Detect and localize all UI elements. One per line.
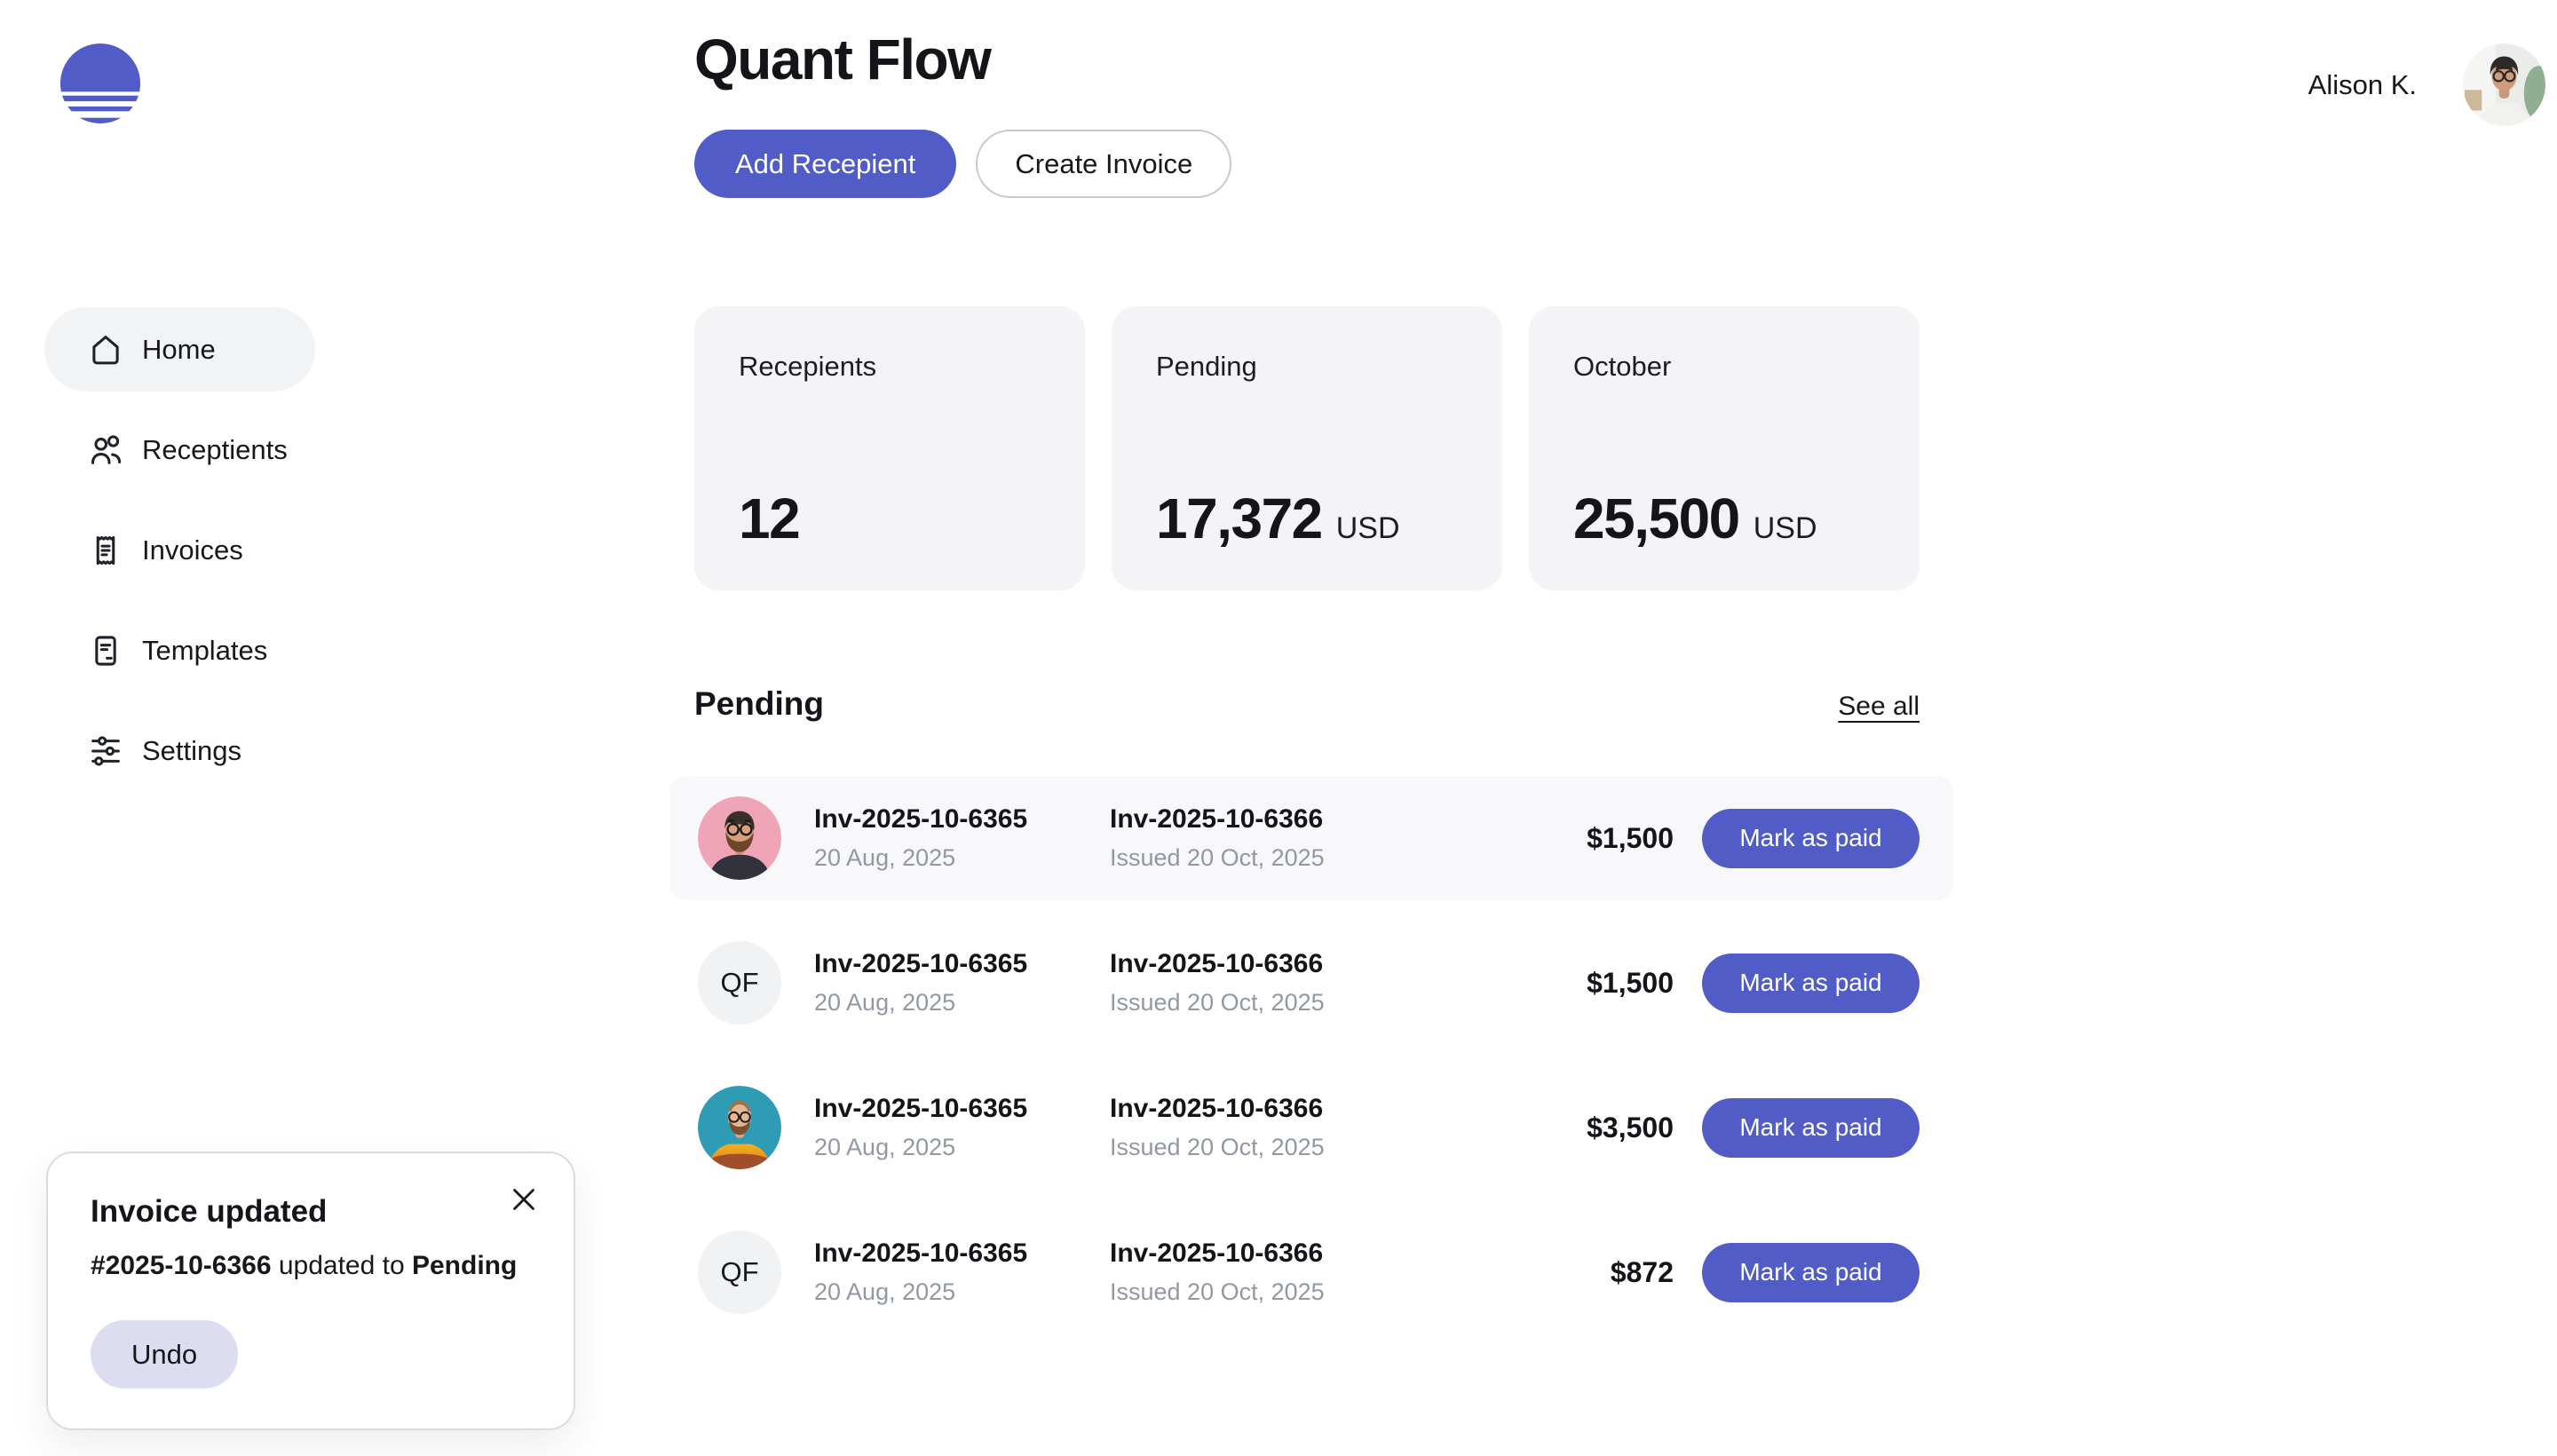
sidebar-item-settings[interactable]: Settings	[44, 708, 315, 793]
linked-invoice-number: Inv-2025-10-6366	[1110, 1238, 1324, 1268]
stat-card-value: 25,500	[1573, 487, 1740, 550]
create-invoice-button[interactable]: Create Invoice	[976, 130, 1232, 198]
invoice-row[interactable]: Inv-2025-10-6365 20 Aug, 2025 Inv-2025-1…	[669, 776, 1953, 900]
invoice-amount: $1,500	[1587, 966, 1674, 999]
see-all-link[interactable]: See all	[1838, 692, 1920, 721]
sliders-icon	[87, 732, 124, 770]
avatar-photo	[698, 1086, 781, 1169]
sidebar-item-invoices[interactable]: Invoices	[44, 508, 315, 592]
invoice-row[interactable]: QF Inv-2025-10-6365 20 Aug, 2025 Inv-202…	[669, 1210, 1953, 1334]
invoice-date: 20 Aug, 2025	[814, 844, 956, 871]
stat-card: Recepients 12	[694, 306, 1085, 590]
sidebar-item-label: Templates	[142, 634, 268, 666]
receipt-icon	[87, 532, 124, 569]
user-avatar[interactable]	[2463, 44, 2545, 126]
users-icon	[87, 431, 124, 469]
mark-as-paid-button[interactable]: Mark as paid	[1702, 1242, 1920, 1302]
sidebar-item-label: Invoices	[142, 534, 243, 566]
add-recipient-button[interactable]: Add Recepient	[694, 130, 957, 198]
issued-date: Issued 20 Oct, 2025	[1110, 989, 1325, 1016]
pending-invoice-list: Inv-2025-10-6365 20 Aug, 2025 Inv-2025-1…	[669, 776, 1953, 1355]
sidebar-item-label: Home	[142, 333, 216, 365]
pending-section-header: Pending See all	[694, 685, 1920, 723]
invoice-number: Inv-2025-10-6365	[814, 949, 1028, 978]
sidebar-item-templates[interactable]: Templates	[44, 608, 315, 692]
mark-as-paid-button[interactable]: Mark as paid	[1702, 953, 1920, 1013]
header-actions: Add Recepient Create Invoice	[694, 130, 1232, 198]
stat-cards: Recepients 12 Pending 17,372 USD October…	[694, 306, 1920, 590]
stat-card: Pending 17,372 USD	[1112, 306, 1502, 590]
sidebar-item-label: Settings	[142, 734, 242, 766]
page-title: Quant Flow	[694, 28, 992, 91]
stat-card-unit: USD	[1335, 511, 1400, 545]
invoice-amount: $872	[1610, 1255, 1674, 1288]
avatar-initials: QF	[698, 1230, 781, 1314]
sidebar-item-receptients[interactable]: Receptients	[44, 408, 315, 492]
stat-card-label: Pending	[1156, 351, 1257, 382]
issued-date: Issued 20 Oct, 2025	[1110, 1134, 1325, 1160]
document-icon	[87, 632, 124, 669]
issued-date: Issued 20 Oct, 2025	[1110, 1278, 1325, 1305]
invoice-row[interactable]: Inv-2025-10-6365 20 Aug, 2025 Inv-2025-1…	[669, 1065, 1953, 1190]
toast-title: Invoice updated	[91, 1194, 328, 1229]
issued-date: Issued 20 Oct, 2025	[1110, 844, 1325, 871]
mark-as-paid-button[interactable]: Mark as paid	[1702, 808, 1920, 868]
close-icon[interactable]	[504, 1180, 543, 1219]
mark-as-paid-button[interactable]: Mark as paid	[1702, 1097, 1920, 1158]
linked-invoice-number: Inv-2025-10-6366	[1110, 1094, 1324, 1123]
invoice-number: Inv-2025-10-6365	[814, 1238, 1028, 1268]
toast-message-part: updated to	[271, 1251, 412, 1280]
invoice-date: 20 Aug, 2025	[814, 989, 956, 1016]
home-icon	[87, 331, 124, 368]
user-name: Alison K.	[2308, 68, 2417, 100]
invoice-number: Inv-2025-10-6365	[814, 804, 1028, 834]
toast-message-part: #2025-10-6366	[91, 1251, 272, 1280]
undo-button[interactable]: Undo	[91, 1320, 239, 1389]
app-logo sun-stripes-logo-icon[interactable]	[59, 42, 142, 125]
stat-card-value: 12	[739, 487, 801, 550]
linked-invoice-number: Inv-2025-10-6366	[1110, 949, 1324, 978]
toast-invoice-updated: Invoice updated #2025-10-6366 updated to…	[46, 1151, 575, 1430]
toast-message: #2025-10-6366 updated to Pending	[91, 1251, 531, 1281]
invoice-date: 20 Aug, 2025	[814, 1278, 956, 1305]
section-title: Pending	[694, 685, 824, 722]
sidebar-nav: Home Receptients Invoices Templates Sett…	[44, 307, 315, 793]
user-menu: Alison K.	[2308, 44, 2545, 126]
invoice-amount: $3,500	[1587, 1111, 1674, 1143]
sidebar-item-home[interactable]: Home	[44, 307, 315, 392]
avatar-initials: QF	[698, 941, 781, 1025]
stat-card-value: 17,372	[1156, 487, 1323, 550]
stat-card-label: Recepients	[739, 351, 877, 382]
linked-invoice-number: Inv-2025-10-6366	[1110, 804, 1324, 834]
toast-message-part: Pending	[411, 1251, 518, 1280]
stat-card-unit: USD	[1753, 511, 1817, 545]
invoice-row[interactable]: QF Inv-2025-10-6365 20 Aug, 2025 Inv-202…	[669, 921, 1953, 1045]
sidebar-item-label: Receptients	[142, 433, 288, 465]
stat-card-label: October	[1573, 351, 1672, 382]
stat-card: October 25,500 USD	[1529, 306, 1920, 590]
invoice-amount: $1,500	[1587, 821, 1674, 854]
invoice-date: 20 Aug, 2025	[814, 1134, 956, 1160]
avatar-photo	[698, 796, 781, 880]
invoice-number: Inv-2025-10-6365	[814, 1094, 1028, 1123]
